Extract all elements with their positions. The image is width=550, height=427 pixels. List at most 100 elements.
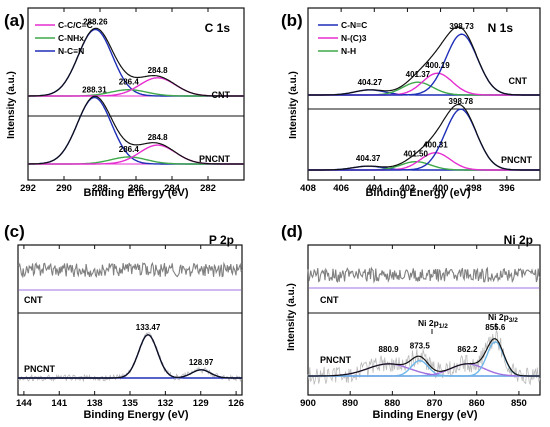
legend-label-a-3: N-C≡N (58, 46, 84, 56)
x-tick-label: 126 (228, 398, 244, 409)
peak-label: 286.4 (119, 78, 140, 87)
legend-label-b-3: N-H (341, 46, 356, 56)
peak-label: 286.4 (119, 145, 140, 154)
sample-label-c-pncnt: PNCNT (24, 364, 56, 374)
peak-label: 401.37 (406, 70, 431, 79)
peak-label: 400.31 (423, 141, 448, 150)
x-tick-label: 400 (433, 183, 449, 194)
x-tick-label: 129 (193, 398, 209, 409)
plot-area-a: 292 290 288 286 284 282 288.26 286.4 284.8 288.31… (20, 7, 245, 194)
x-tick-label: 144 (16, 398, 33, 409)
x-tick-label: 288 (92, 183, 108, 194)
legend-b: C-N=C N-(C)3 N-H (318, 20, 367, 56)
plot-area-c: 144 141 138 135 132 129 126 133.47 128.97 (16, 244, 244, 409)
sample-label-c-cnt: CNT (24, 295, 43, 305)
sample-label-b-pncnt: PNCNT (501, 155, 533, 165)
component-peak (308, 363, 540, 377)
peak-label: 862.2 (457, 345, 478, 354)
envelope-line (28, 27, 244, 97)
peak-label: 398.73 (449, 22, 474, 31)
x-tick-label: 850 (511, 398, 527, 409)
ni-2p12-label: Ni 2p1/2 (418, 318, 448, 330)
panel-title-d: Ni 2p (504, 233, 533, 247)
spectrum-line (17, 261, 243, 279)
peak-label: 288.31 (82, 86, 107, 95)
peak-label: 404.37 (356, 154, 381, 163)
legend-label-b-1: C-N=C (341, 20, 367, 30)
x-tick-label: 141 (51, 398, 68, 409)
peak-label: 288.26 (83, 18, 108, 27)
peak-label: 401.50 (403, 150, 428, 159)
peak-label: 400.19 (425, 61, 450, 70)
x-tick-label: 870 (427, 398, 443, 409)
peak-label: 880.9 (379, 345, 400, 354)
x-axis-label-a: Binding Energy (eV) (83, 187, 188, 199)
peak-label: 133.47 (136, 323, 161, 332)
y-axis-label-d: Intensity (a.u.) (286, 283, 297, 351)
x-tick-label: 880 (384, 398, 400, 409)
panel-title-c: P 2p (209, 233, 234, 247)
peak-label: 284.8 (148, 133, 169, 142)
x-axis-label-d: Binding Energy (eV) (372, 409, 477, 421)
panel-label-b: (b) (281, 11, 303, 30)
x-tick-label: 398 (466, 183, 482, 194)
envelope-line (28, 95, 244, 165)
x-tick-label: 292 (20, 183, 36, 194)
legend-a: C-C/C=C C-NHx N-C≡N (35, 20, 93, 56)
panel-label-c: (c) (4, 222, 25, 241)
sample-label-d-cnt: CNT (320, 295, 339, 305)
x-tick-label: 404 (366, 183, 383, 194)
envelope-line (308, 338, 540, 377)
x-axis-label-c: Binding Energy (eV) (83, 409, 188, 421)
sample-label-a-pncnt: PNCNT (199, 154, 231, 164)
sample-label-b-cnt: CNT (509, 76, 528, 86)
y-axis-label-b: Intensity (a.u.) (288, 71, 299, 139)
x-tick-label: 286 (128, 183, 144, 194)
panel-label-d: (d) (281, 222, 303, 241)
peak-label: 284.8 (148, 66, 169, 75)
x-tick-label: 284 (164, 183, 181, 194)
raw-spectrum (17, 332, 243, 383)
x-tick-label: 396 (499, 183, 515, 194)
panel-title-a: C 1s (205, 21, 231, 35)
x-tick-label: 132 (157, 398, 173, 409)
envelope-line (308, 26, 540, 96)
panel-label-a: (a) (4, 11, 25, 30)
x-tick-label: 408 (300, 183, 316, 194)
legend-label-a-1: C-C/C=C (58, 20, 93, 30)
panel-b: (b) N 1s Intensity (a.u.) Binding Energy… (281, 7, 541, 199)
x-tick-label: 402 (399, 183, 415, 194)
x-tick-label: 406 (333, 183, 349, 194)
x-tick-label: 282 (200, 183, 216, 194)
peak-label: 404.27 (358, 78, 383, 87)
sample-label-a-cnt: CNT (212, 90, 231, 100)
peak-label: 128.97 (189, 358, 214, 367)
y-axis-label-a: Intensity (a.u.) (6, 71, 17, 139)
panel-a: (a) C 1s Intensity (a.u.) Binding Energy… (4, 7, 245, 199)
component-peak (308, 341, 540, 377)
envelope-line (308, 103, 540, 171)
panel-c: (c) P 2p Binding Energy (eV) 144 141 138 13… (4, 222, 244, 421)
x-axis-label-b: Binding Energy (eV) (365, 187, 470, 199)
x-tick-label: 860 (469, 398, 485, 409)
peak-label: 873.5 (410, 342, 431, 351)
x-tick-label: 890 (342, 398, 358, 409)
legend-label-a-2: C-NHx (58, 33, 84, 43)
sample-label-d-pncnt: PNCNT (320, 355, 352, 365)
ni-2p-half-label: Ni 2p1/2 (418, 318, 448, 334)
x-tick-label: 138 (87, 398, 103, 409)
plot-frame (307, 244, 541, 396)
x-tick-label: 135 (122, 398, 139, 409)
x-tick-label: 900 (300, 398, 316, 409)
legend-label-b-2: N-(C)3 (341, 33, 367, 43)
panel-d: (d) Ni 2p Intensity (a.u.) Binding Energ… (281, 222, 541, 421)
plot-frame (307, 7, 541, 181)
spectrum-line (307, 266, 541, 284)
peak-label: 398.78 (449, 97, 474, 106)
envelope-line (18, 334, 242, 379)
panel-title-b: N 1s (488, 21, 514, 35)
x-tick-label: 290 (56, 183, 72, 194)
